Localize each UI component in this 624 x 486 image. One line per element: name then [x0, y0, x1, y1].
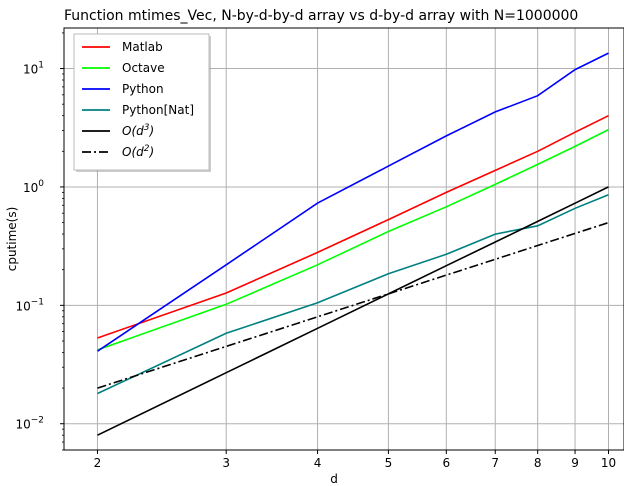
x-tick-label: 5	[385, 456, 393, 470]
grid	[64, 28, 624, 450]
series-line-1	[97, 128, 609, 351]
series-line-3	[97, 193, 609, 395]
series-line-0	[97, 114, 609, 339]
legend: Matlab Octave Python Python[Nat] O(d3) O(d2)	[73, 33, 211, 172]
x-tick-label: 8	[534, 456, 542, 470]
x-tick-label: 7	[491, 456, 499, 470]
y-tick-label: 101	[23, 61, 44, 77]
y-tick-label: 10−2	[15, 416, 44, 432]
y-tick-label: 100	[23, 179, 44, 195]
legend-label-3: Python[Nat]	[122, 103, 194, 117]
legend-label-4: O(d3)	[122, 123, 154, 138]
x-tick-label: 6	[442, 456, 450, 470]
y-axis-label: cputime(s)	[5, 207, 19, 272]
legend-box	[73, 33, 210, 171]
x-tick-label: 10	[601, 456, 616, 470]
plot-frame	[63, 27, 624, 451]
legend-label-5: O(d2)	[122, 144, 154, 159]
x-tick-label: 2	[94, 456, 102, 470]
x-tick-label: 9	[571, 456, 579, 470]
series-line-4	[97, 186, 609, 436]
x-tick-label: 4	[314, 456, 322, 470]
x-axis-label: d	[330, 472, 338, 486]
legend-label-2: Python	[122, 82, 164, 96]
x-tick-label: 3	[222, 456, 230, 470]
y-tick-label: 10−1	[15, 297, 44, 313]
series-line-5	[97, 221, 609, 389]
legend-label-1: Octave	[122, 61, 165, 75]
legend-label-0: Matlab	[122, 40, 163, 54]
chart-title: Function mtimes_Vec, N-by-d-by-d array v…	[64, 8, 578, 24]
series-line-2	[97, 52, 609, 352]
series-layer	[97, 52, 609, 436]
